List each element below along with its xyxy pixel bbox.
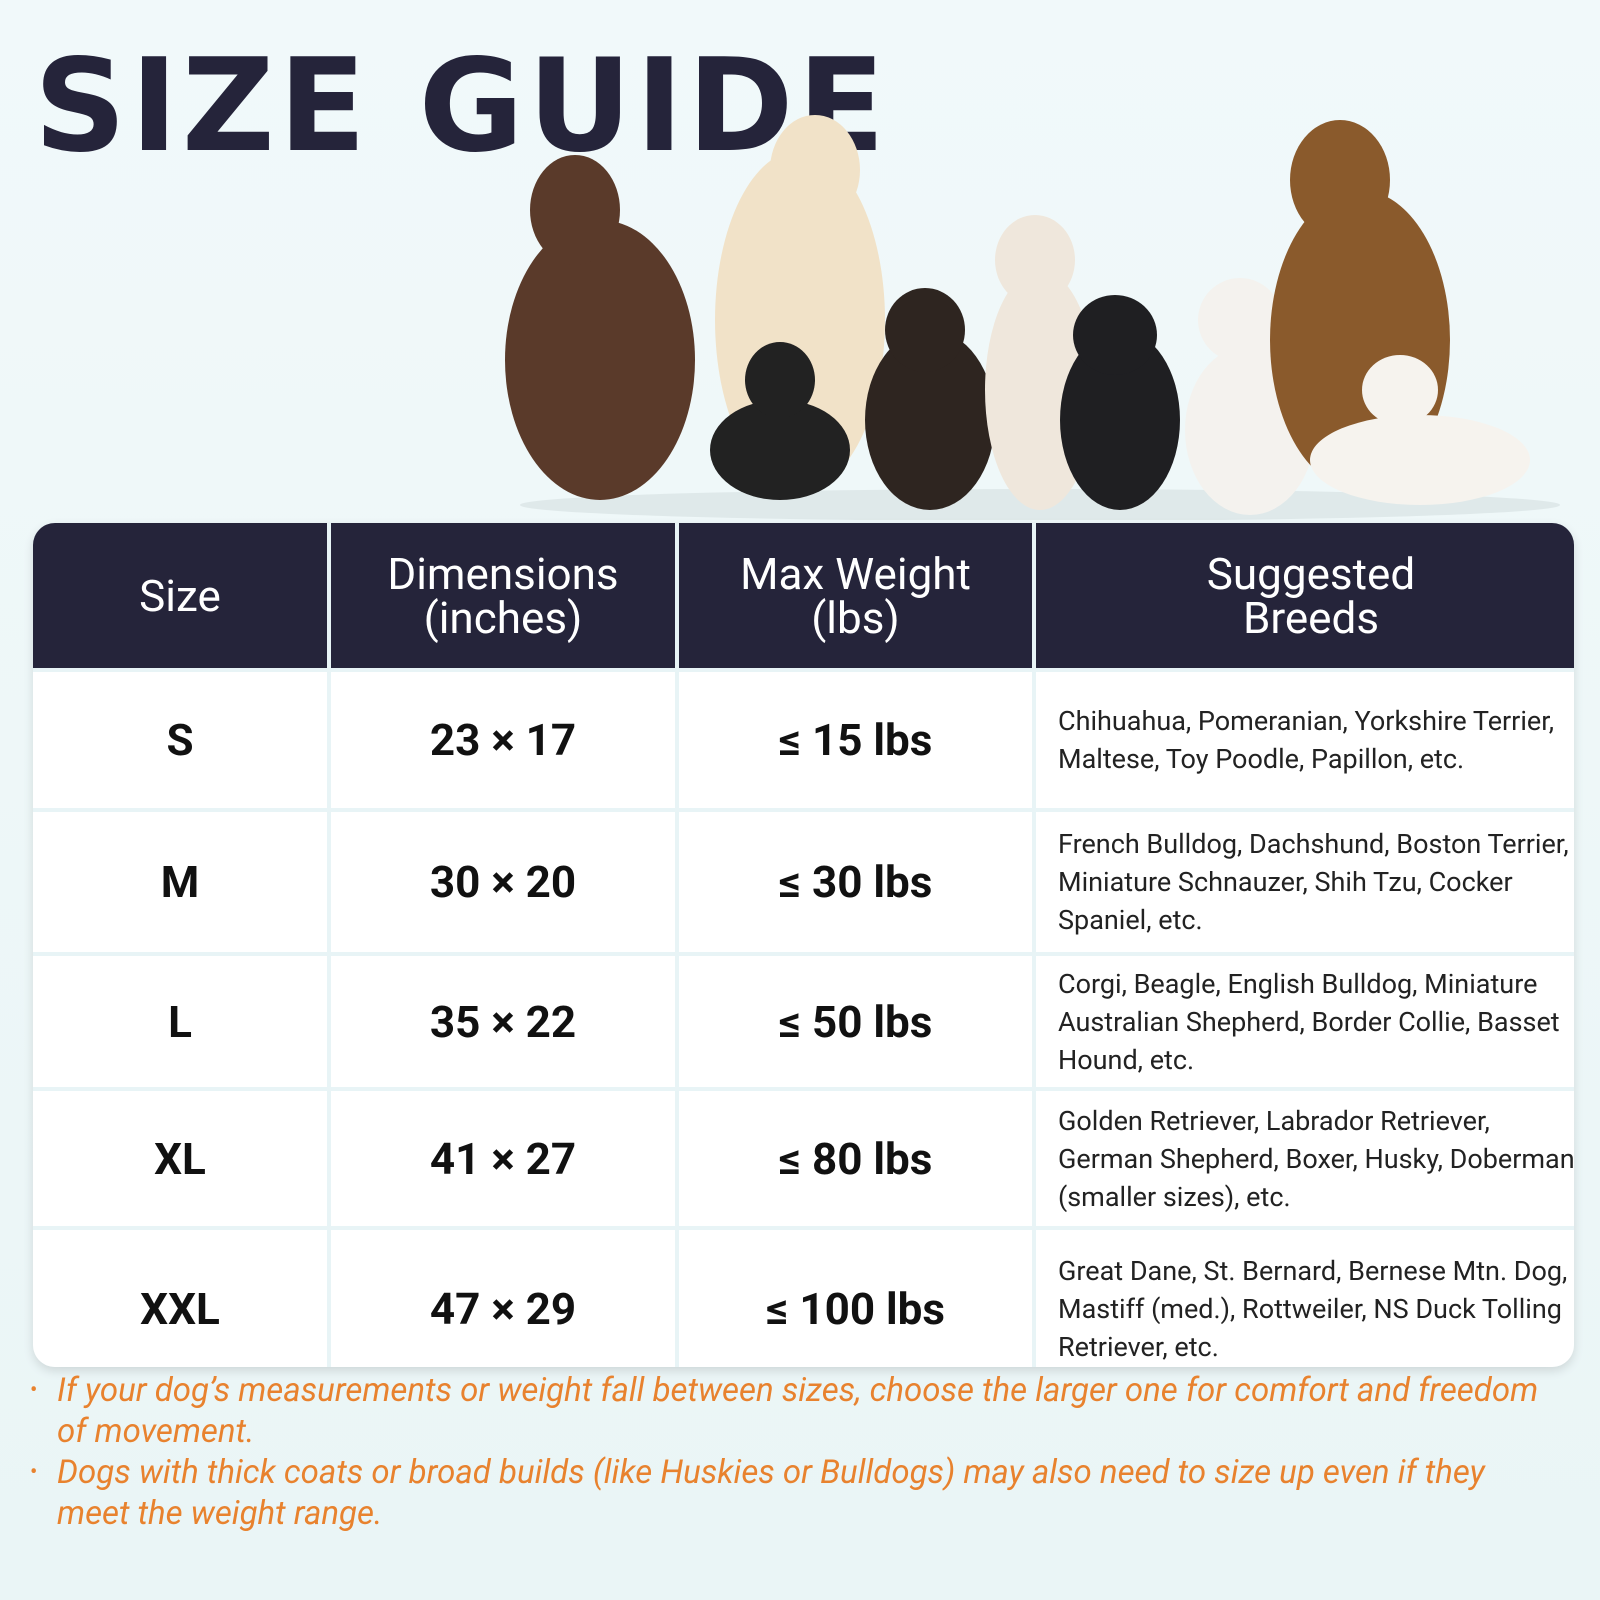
cell: 47 × 29: [331, 1230, 675, 1367]
breeds-cell: French Bulldog, Dachshund, Boston Terrie…: [1036, 812, 1574, 952]
cell: 30 × 20: [331, 812, 675, 952]
cell: ≤ 80 lbs: [679, 1091, 1032, 1226]
cell: ≤ 50 lbs: [679, 956, 1032, 1087]
cell: M: [33, 812, 327, 952]
cell: 41 × 27: [331, 1091, 675, 1226]
breeds-cell: Corgi, Beagle, English Bulldog, Miniatur…: [1036, 956, 1574, 1087]
cell: ≤ 100 lbs: [679, 1230, 1032, 1367]
note: Dogs with thick coats or broad builds (l…: [30, 1452, 1560, 1534]
cell: S: [33, 672, 327, 808]
header-cell: Suggested Breeds: [1036, 523, 1574, 668]
note: If your dog’s measurements or weight fal…: [30, 1370, 1560, 1452]
header-cell: Dimensions (inches): [331, 523, 675, 668]
notes: If your dog’s measurements or weight fal…: [30, 1370, 1560, 1534]
cell: 23 × 17: [331, 672, 675, 808]
title: SIZE GUIDE: [34, 32, 889, 181]
cell: ≤ 30 lbs: [679, 812, 1032, 952]
cell: XXL: [33, 1230, 327, 1367]
size-table: Size Dimensions (inches) Max Weight (lbs) S…: [33, 523, 1574, 1367]
dog-photo: [505, 115, 1560, 520]
breeds-cell: Chihuahua, Pomeranian, Yorkshire Terrier…: [1036, 672, 1574, 808]
header-text: Max Weight (lbs): [740, 547, 971, 644]
cell: 35 × 22: [331, 956, 675, 1087]
header-cell: Size: [33, 523, 327, 668]
cell: L: [33, 956, 327, 1087]
cell: ≤ 15 lbs: [679, 672, 1032, 808]
header-text: Size: [139, 569, 221, 622]
breeds-cell: Golden Retriever, Labrador Retriever, Ge…: [1036, 1091, 1574, 1226]
breeds-cell: Great Dane, St. Bernard, Bernese Mtn. Do…: [1036, 1230, 1574, 1367]
cell: XL: [33, 1091, 327, 1226]
header-text: Dimensions (inches): [387, 547, 619, 644]
header-text: Suggested Breeds: [1206, 547, 1416, 644]
header-cell: Max Weight (lbs): [679, 523, 1032, 668]
